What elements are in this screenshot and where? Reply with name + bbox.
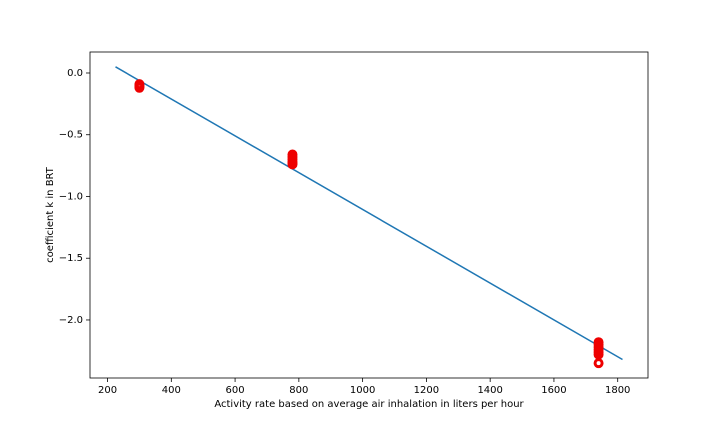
y-tick-label: −2.0 (59, 315, 83, 326)
data-point (287, 159, 298, 170)
axes-frame (89, 51, 649, 379)
data-point (593, 358, 604, 369)
y-tick-label: −1.5 (59, 253, 83, 264)
x-tick-label: 1600 (541, 385, 566, 396)
x-tick-label: 400 (162, 385, 181, 396)
y-tick-label: −0.5 (59, 130, 83, 141)
x-tick-label: 1400 (477, 385, 502, 396)
x-tick-label: 1800 (605, 385, 630, 396)
y-axis-label: coefficient k in BRT (45, 166, 56, 263)
x-tick-label: 200 (98, 385, 117, 396)
y-tick-label: 0.0 (67, 68, 83, 79)
fit-line (115, 66, 623, 361)
x-axis-label: Activity rate based on average air inhal… (214, 399, 524, 410)
x-tick-label: 1000 (350, 385, 375, 396)
x-tick-label: 800 (289, 385, 308, 396)
data-point (593, 349, 604, 360)
y-tick-label: −1.0 (59, 191, 83, 202)
data-point (134, 82, 145, 93)
x-tick-label: 600 (226, 385, 245, 396)
x-tick-label: 1200 (414, 385, 439, 396)
